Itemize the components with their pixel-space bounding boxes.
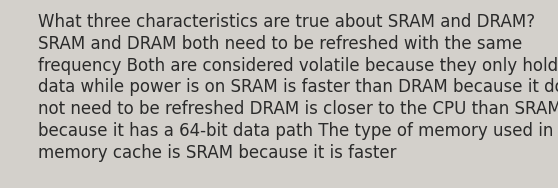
Text: not need to be refreshed DRAM is closer to the CPU than SRAM: not need to be refreshed DRAM is closer …: [38, 100, 558, 118]
Text: frequency Both are considered volatile because they only hold: frequency Both are considered volatile b…: [38, 57, 558, 75]
Text: data while power is on SRAM is faster than DRAM because it does: data while power is on SRAM is faster th…: [38, 78, 558, 96]
Text: What three characteristics are true about SRAM and DRAM?: What three characteristics are true abou…: [38, 13, 535, 31]
Text: SRAM and DRAM both need to be refreshed with the same: SRAM and DRAM both need to be refreshed …: [38, 35, 522, 53]
Text: because it has a 64-bit data path The type of memory used in a: because it has a 64-bit data path The ty…: [38, 122, 558, 140]
Text: memory cache is SRAM because it is faster: memory cache is SRAM because it is faste…: [38, 144, 397, 162]
